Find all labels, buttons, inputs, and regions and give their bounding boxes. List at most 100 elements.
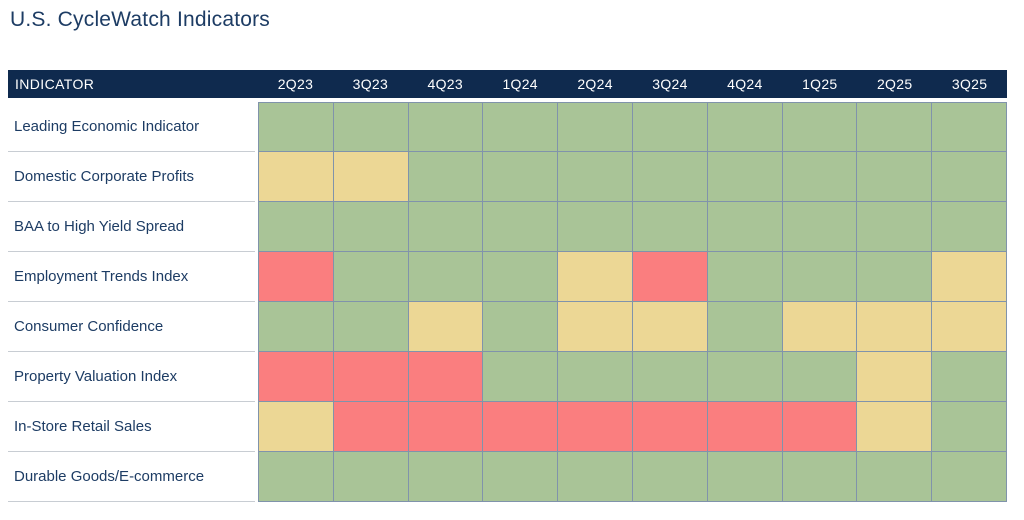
status-cell-green [558,352,633,402]
status-cell-red [483,402,559,452]
row-cells [258,152,1007,202]
status-cell-green [333,102,409,152]
quarter-header-group: 2Q23 3Q23 4Q23 1Q24 2Q24 3Q24 4Q24 1Q25 2Q25 3Q25 [258,76,1007,92]
row-cells [258,102,1007,152]
status-cell-green [857,202,933,252]
column-header-quarter: 2Q24 [577,76,613,92]
table-row: Consumer Confidence [8,302,1007,352]
row-label: Consumer Confidence [8,302,255,352]
status-cell-red [707,402,783,452]
status-cell-green [707,452,783,502]
status-cell-red [258,352,334,402]
row-label: Domestic Corporate Profits [8,152,255,202]
status-cell-red [632,252,708,302]
status-cell-green [857,102,933,152]
status-cell-green [857,152,933,202]
status-cell-red [333,402,409,452]
row-cells [258,352,1007,402]
status-cell-red [258,252,334,302]
status-cell-green [707,102,783,152]
table-row: Durable Goods/E-commerce [8,452,1007,502]
status-cell-green [333,202,409,252]
status-cell-green [408,102,484,152]
status-cell-yellow [857,302,933,352]
status-cell-green [782,152,858,202]
status-cell-green [782,102,858,152]
table-body: Leading Economic Indicator Domestic Corpo… [8,102,1007,502]
table-row: Employment Trends Index [8,252,1007,302]
row-cells [258,202,1007,252]
column-header-quarter: 4Q24 [727,76,763,92]
column-header-quarter: 3Q25 [951,76,988,92]
table-row: BAA to High Yield Spread [8,202,1007,252]
column-header-quarter: 1Q24 [502,76,538,92]
status-cell-green [408,152,484,202]
status-cell-green [258,202,334,252]
status-cell-green [258,302,334,352]
status-cell-yellow [857,352,933,402]
table-row: Property Valuation Index [8,352,1007,402]
column-header-quarter: 1Q25 [802,76,838,92]
status-cell-green [707,302,783,352]
status-cell-green [707,252,783,302]
status-cell-red [558,402,633,452]
row-cells [258,302,1007,352]
status-cell-green [258,102,334,152]
status-cell-green [408,202,484,252]
status-cell-green [483,302,559,352]
column-header-quarter: 2Q25 [876,76,913,92]
column-header-quarter: 4Q23 [427,76,463,92]
row-label: BAA to High Yield Spread [8,202,255,252]
row-cells [258,452,1007,502]
page-title: U.S. CycleWatch Indicators [10,8,270,31]
status-cell-green [857,452,933,502]
status-cell-green [632,352,708,402]
status-cell-green [932,202,1007,252]
status-cell-yellow [258,152,334,202]
column-header-quarter: 2Q23 [277,76,314,92]
status-cell-green [408,252,484,302]
status-cell-yellow [258,402,334,452]
status-cell-green [483,102,559,152]
status-cell-green [483,452,559,502]
column-header-quarter: 3Q23 [352,76,389,92]
status-cell-green [632,152,708,202]
status-cell-yellow [558,302,633,352]
status-cell-yellow [932,302,1007,352]
status-cell-green [483,252,559,302]
row-cells [258,252,1007,302]
status-cell-red [632,402,708,452]
row-label: Employment Trends Index [8,252,255,302]
status-cell-red [408,402,484,452]
status-cell-green [782,252,858,302]
status-cell-green [333,452,409,502]
row-label: Property Valuation Index [8,352,255,402]
status-cell-green [333,252,409,302]
status-cell-green [932,452,1007,502]
status-cell-green [782,352,858,402]
status-cell-green [632,102,708,152]
status-cell-green [932,102,1007,152]
status-cell-green [932,352,1007,402]
status-cell-green [558,452,633,502]
row-label: Durable Goods/E-commerce [8,452,255,502]
status-cell-red [333,352,409,402]
status-cell-green [782,452,858,502]
table-row: Domestic Corporate Profits [8,152,1007,202]
row-cells [258,402,1007,452]
status-cell-yellow [782,302,858,352]
column-header-indicator: INDICATOR [15,76,95,92]
status-cell-green [258,452,334,502]
status-cell-yellow [408,302,484,352]
status-cell-yellow [333,152,409,202]
status-cell-yellow [857,402,933,452]
status-cell-yellow [558,252,633,302]
status-cell-green [632,202,708,252]
cyclewatch-heatmap-table: INDICATOR 2Q23 3Q23 4Q23 1Q24 2Q24 3Q24 4Q24 1Q… [8,70,1007,502]
status-cell-green [932,402,1007,452]
table-row: In-Store Retail Sales [8,402,1007,452]
status-cell-green [707,202,783,252]
status-cell-green [558,102,633,152]
status-cell-green [932,152,1007,202]
